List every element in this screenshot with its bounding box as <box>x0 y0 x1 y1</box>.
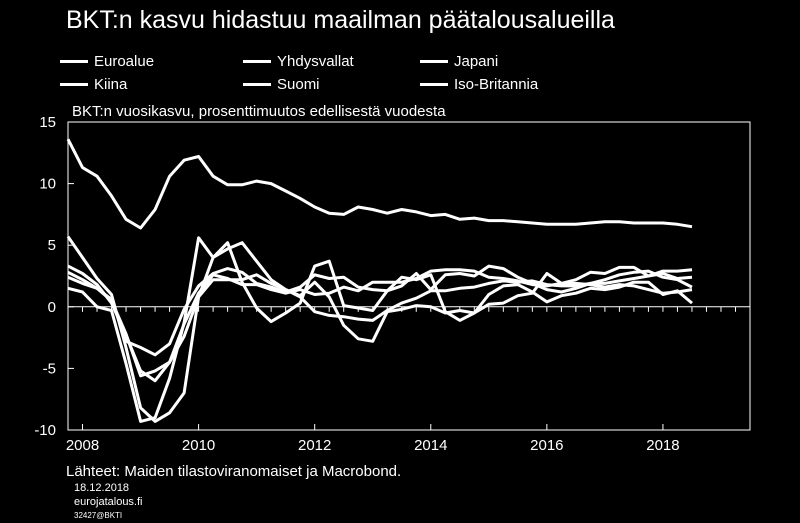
series-line-suomi <box>66 235 693 423</box>
y-tick-label: -5 <box>43 360 56 377</box>
series-line-yhdysvallat <box>67 264 693 357</box>
legend-label: Euroalue <box>94 52 155 70</box>
series-line-kiina <box>66 138 693 230</box>
chart-title: BKT:n kasvu hidastuu maailman päätalousa… <box>66 6 615 34</box>
legend-item-yhdysvallat: Yhdysvallat <box>243 51 354 71</box>
y-tick-label: 0 <box>48 299 56 316</box>
legend-label: Japani <box>454 52 499 70</box>
x-tick-label: 2014 <box>414 437 447 454</box>
plot-frame <box>67 121 751 431</box>
legend-item-japani: Japani <box>420 51 498 71</box>
legend-swatch <box>60 82 88 86</box>
legend-swatch <box>60 59 88 63</box>
x-tick-label: 2018 <box>646 437 679 454</box>
legend-item-euroalue: Euroalue <box>60 51 154 71</box>
publication-date: 18.12.2018 <box>74 482 130 494</box>
x-tick-label: 2008 <box>66 437 99 454</box>
site-name: eurojatalous.fi <box>74 496 143 508</box>
series-line-iso-britannia <box>67 264 693 383</box>
legend-label: Yhdysvallat <box>277 52 354 70</box>
chart-subtitle: BKT:n vuosikasvu, prosenttimuutos edelli… <box>72 103 446 120</box>
series-line-japani <box>67 236 693 423</box>
legend-label: Iso-Britannia <box>454 75 539 93</box>
y-tick-label: -10 <box>34 422 56 439</box>
x-tick-label: 2016 <box>530 437 563 454</box>
legend-label: Suomi <box>277 75 320 93</box>
legend-item-iso-britannia: Iso-Britannia <box>420 74 538 94</box>
legend-swatch <box>243 59 271 63</box>
legend-swatch <box>243 82 271 86</box>
legend-item-suomi: Suomi <box>243 74 320 94</box>
source-note: Lähteet: Maiden tilastoviranomaiset ja M… <box>66 463 402 480</box>
x-tick-label: 2012 <box>298 437 331 454</box>
legend-swatch <box>420 59 448 63</box>
legend-item-kiina: Kiina <box>60 74 127 94</box>
y-tick-label: 5 <box>48 237 56 254</box>
legend-swatch <box>420 82 448 86</box>
chart-code: 32427@BKTI <box>74 511 123 520</box>
y-tick-label: 15 <box>39 114 56 131</box>
x-tick-label: 2010 <box>182 437 215 454</box>
legend-label: Kiina <box>94 75 128 93</box>
y-tick-label: 10 <box>39 176 56 193</box>
